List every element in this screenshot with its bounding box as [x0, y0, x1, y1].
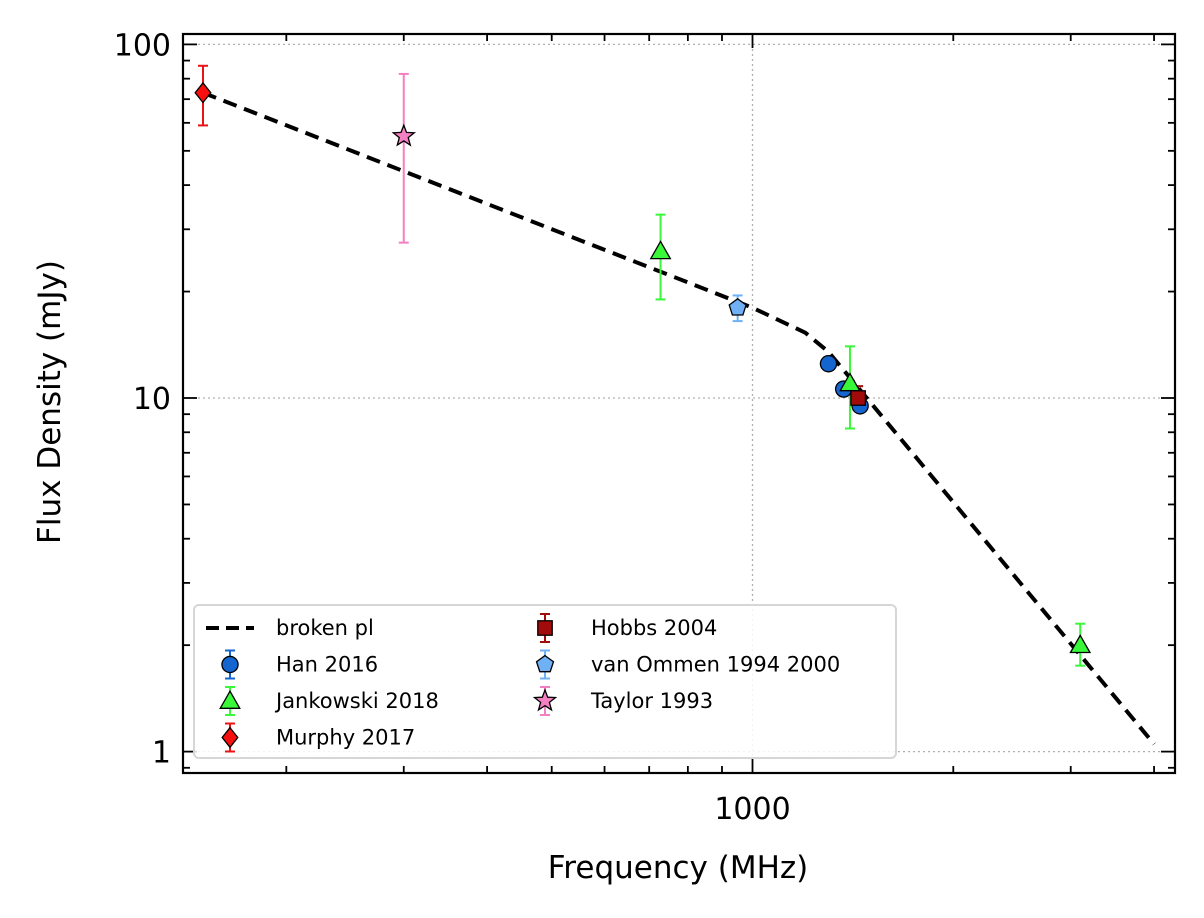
- legend-label: Murphy 2017: [276, 726, 415, 750]
- legend: broken pl Han 2016 Jankowski 2018 Murphy 20…: [193, 604, 897, 759]
- legend-swatch-marker: [219, 689, 241, 709]
- y-tick-label: 1: [152, 736, 171, 771]
- data-point-murphy-2017: [194, 81, 212, 104]
- data-point-hobbs-2004: [850, 390, 866, 406]
- y-axis-label: Flux Density (mJy): [32, 260, 68, 544]
- x-axis-label: Frequency (MHz): [548, 850, 809, 886]
- legend-box: [193, 604, 897, 759]
- model-line-layer: [202, 90, 1156, 746]
- y-tick-label: 10: [133, 382, 171, 417]
- data-point-jankowski-2018: [1069, 634, 1092, 654]
- axes-frame: 1000 1 10 100: [114, 28, 1177, 827]
- legend-label: Taylor 1993: [590, 689, 713, 713]
- x-tick-label: 1000: [714, 792, 790, 827]
- legend-label: Hobbs 2004: [591, 616, 717, 640]
- legend-swatch-marker: [221, 655, 239, 674]
- data-point-taylor-1993: [391, 123, 417, 147]
- y-tick-label: 100: [114, 28, 171, 63]
- legend-label: Han 2016: [276, 653, 378, 677]
- data-point-van-ommen-1994-2000: [728, 297, 747, 316]
- data-point-han-2016: [819, 355, 838, 373]
- error-bars-layer: [197, 64, 1086, 667]
- legend-swatch-marker: [537, 620, 553, 636]
- legend-label: Jankowski 2018: [274, 689, 439, 713]
- legend-label: broken pl: [276, 616, 374, 640]
- legend-swatch-marker: [535, 654, 555, 673]
- model-line: [202, 90, 1156, 746]
- data-point-jankowski-2018: [649, 240, 672, 260]
- plot-frame: [181, 32, 1177, 775]
- data-point-jankowski-2018: [839, 372, 861, 392]
- legend-swatch-marker: [221, 726, 239, 749]
- legend-swatch-marker: [532, 688, 558, 712]
- data-markers-layer: [194, 81, 1092, 654]
- legend-label: van Ommen 1994 2000: [591, 653, 840, 677]
